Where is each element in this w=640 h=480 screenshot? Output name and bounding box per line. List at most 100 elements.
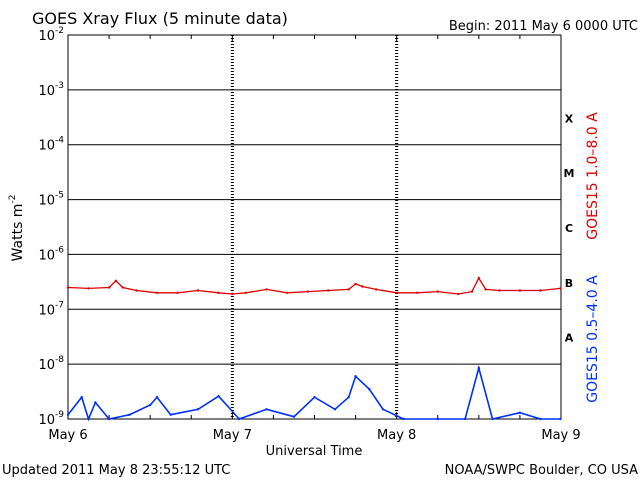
series-point — [518, 289, 522, 292]
series-point — [66, 286, 70, 289]
y-tick-label: 10-8 — [38, 355, 64, 373]
y-tick-label: 10-2 — [38, 26, 64, 44]
y-tick-labels: 10-910-810-710-610-510-410-310-2 — [38, 26, 64, 428]
y-tick-base: 10 — [38, 194, 55, 209]
y-tick-label: 10-6 — [38, 245, 64, 263]
series-point — [491, 417, 494, 421]
updated-timestamp: Updated 2011 May 8 23:55:12 UTC — [2, 463, 230, 478]
y-tick-base: 10 — [38, 139, 55, 154]
plot-frame — [67, 34, 562, 420]
series-point — [477, 366, 480, 370]
series-point — [559, 287, 562, 290]
series-point — [402, 417, 405, 421]
y-tick-exponent: -4 — [55, 136, 64, 146]
flare-class-label: B — [565, 277, 573, 290]
series-point — [128, 413, 131, 416]
series-point — [87, 417, 90, 421]
series-point — [238, 417, 241, 421]
series-point — [539, 417, 542, 421]
series-point — [484, 288, 487, 291]
series-point — [333, 408, 337, 411]
series-point — [361, 285, 364, 288]
series-point — [135, 289, 138, 292]
series-point — [80, 396, 83, 399]
y-tick-exponent: -9 — [55, 410, 64, 420]
series-point — [436, 417, 439, 421]
series-point — [518, 411, 522, 414]
series-point — [354, 375, 357, 378]
series-point — [374, 288, 378, 291]
series-point — [463, 417, 467, 421]
series-point — [313, 396, 316, 399]
y-tick-exponent: -3 — [55, 81, 64, 91]
series-point — [155, 291, 159, 294]
y-tick-label: 10-9 — [38, 410, 64, 428]
x-tick-label: May 6 — [48, 428, 87, 443]
series-point — [176, 291, 179, 294]
series-point — [470, 290, 474, 293]
series-point — [155, 396, 159, 399]
series-point — [436, 290, 439, 293]
y-tick-exponent: -2 — [55, 26, 64, 36]
x-tick-label: May 9 — [541, 428, 580, 443]
series-point — [169, 413, 172, 416]
series-point — [347, 396, 350, 399]
series-point — [498, 289, 501, 292]
legend-entry: GOES15 1.0–8.0 A — [585, 112, 601, 240]
x-tick-label: May 8 — [377, 428, 416, 443]
series-point — [66, 413, 70, 416]
series-point — [559, 417, 562, 421]
series-layer — [66, 276, 562, 422]
x-tick-label: May 7 — [213, 428, 252, 443]
y-tick-exponent: -7 — [55, 300, 64, 310]
grid-layer — [67, 35, 562, 419]
y-axis-label-text: Watts m — [10, 204, 26, 262]
series-point — [231, 292, 234, 296]
flare-class-label: A — [565, 332, 574, 345]
series-point — [265, 288, 268, 291]
series-point — [285, 291, 289, 294]
series-point — [327, 289, 330, 292]
series-point — [477, 276, 480, 280]
y-tick-base: 10 — [38, 248, 55, 263]
series-point — [149, 403, 152, 407]
series-point — [217, 291, 220, 294]
series-point — [121, 286, 125, 289]
series-point — [196, 289, 200, 292]
y-tick-base: 10 — [38, 303, 55, 318]
begin-date: Begin: 2011 May 6 0000 UTC — [449, 19, 638, 34]
series-point — [107, 417, 111, 421]
flare-class-label: C — [565, 222, 573, 235]
y-tick-label: 10-5 — [38, 191, 64, 209]
x-tick-labels: May 6 May 7 May 8 May 9 — [48, 428, 580, 443]
legend-entry: GOES15 0.5–4.0 A — [585, 275, 601, 403]
y-tick-exponent: -8 — [55, 355, 64, 365]
series-point — [217, 395, 220, 398]
y-axis-label: Watts m-2 — [8, 195, 26, 262]
series-point — [114, 279, 118, 282]
series-point — [381, 408, 385, 411]
series-point — [306, 290, 309, 293]
series-legend: GOES15 1.0–8.0 A GOES15 0.5–4.0 A — [585, 112, 601, 403]
series-point — [244, 291, 248, 294]
flare-class-labels: A B C M X — [564, 112, 575, 344]
series-point — [457, 292, 460, 296]
y-tick-base: 10 — [38, 413, 55, 428]
y-tick-exponent: -6 — [55, 245, 64, 255]
series-point — [87, 287, 90, 290]
series-line — [67, 364, 561, 422]
series-point — [94, 401, 97, 404]
y-tick-base: 10 — [38, 29, 55, 44]
series-point — [354, 282, 357, 286]
chart-title: GOES Xray Flux (5 minute data) — [32, 9, 288, 28]
series-point — [265, 408, 268, 411]
series-point — [416, 291, 419, 294]
series-point — [347, 288, 350, 291]
y-tick-base: 10 — [38, 84, 55, 99]
series-point — [539, 289, 542, 292]
y-tick-base: 10 — [38, 358, 55, 373]
series-point — [107, 286, 111, 289]
y-axis-label-exponent: -2 — [8, 195, 18, 204]
